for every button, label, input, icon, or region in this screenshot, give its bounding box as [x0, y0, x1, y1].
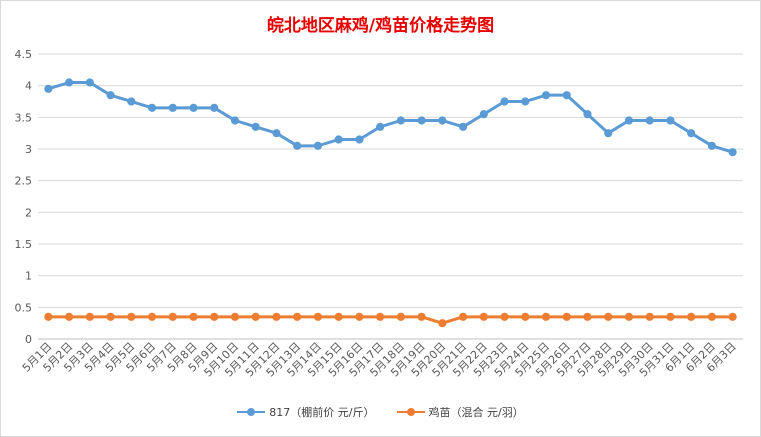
- data-point-0: [707, 141, 716, 150]
- data-point-1: [334, 312, 343, 321]
- data-point-0: [728, 148, 737, 157]
- data-point-0: [168, 103, 177, 112]
- data-point-0: [666, 116, 675, 125]
- data-point-0: [334, 135, 343, 144]
- data-point-1: [645, 312, 654, 321]
- data-point-0: [687, 129, 696, 138]
- y-tick-label: 2: [25, 206, 32, 219]
- series-line-1: [46, 315, 735, 325]
- legend-label-chick: 鸡苗（混合 元/羽）: [428, 406, 524, 419]
- y-tick-label: 0.5: [15, 301, 33, 314]
- data-point-1: [541, 312, 551, 321]
- data-point-1: [147, 312, 157, 321]
- y-tick-label: 3: [25, 143, 32, 156]
- data-point-1: [583, 312, 592, 321]
- data-point-1: [376, 312, 385, 321]
- data-point-1: [85, 312, 94, 321]
- data-point-0: [458, 122, 468, 131]
- y-tick-label: 1: [25, 270, 32, 283]
- data-point-1: [604, 312, 613, 321]
- data-point-0: [479, 110, 488, 119]
- data-point-1: [44, 312, 53, 321]
- series-line-0: [46, 81, 735, 154]
- y-tick-label: 4.5: [15, 48, 33, 61]
- data-point-1: [65, 312, 74, 321]
- data-point-1: [666, 312, 675, 321]
- data-point-0: [293, 141, 302, 150]
- data-point-1: [728, 312, 737, 321]
- data-point-0: [272, 129, 281, 138]
- data-point-1: [458, 312, 468, 321]
- legend-item-817: 817（棚前价 元/斤）: [237, 404, 375, 420]
- data-point-0: [624, 116, 634, 125]
- data-point-0: [583, 110, 592, 119]
- data-point-0: [65, 78, 74, 87]
- data-point-1: [230, 312, 240, 321]
- data-point-1: [272, 312, 281, 321]
- data-point-1: [417, 312, 426, 321]
- data-point-1: [106, 312, 115, 321]
- data-point-0: [562, 91, 571, 100]
- legend-swatch-chick: [396, 407, 425, 417]
- y-tick-label: 0: [25, 333, 32, 346]
- y-tick-label: 2.5: [15, 175, 33, 188]
- data-point-1: [189, 312, 198, 321]
- data-point-0: [438, 116, 447, 125]
- legend-label-817: 817（棚前价 元/斤）: [269, 406, 375, 419]
- data-point-0: [147, 103, 157, 112]
- data-point-1: [707, 312, 716, 321]
- data-point-1: [479, 312, 488, 321]
- legend-swatch-817: [237, 407, 266, 417]
- data-point-1: [521, 312, 530, 321]
- data-point-0: [604, 129, 613, 138]
- data-point-0: [521, 97, 530, 106]
- data-point-0: [355, 135, 364, 144]
- data-point-0: [396, 116, 405, 125]
- chart-legend: 817（棚前价 元/斤） 鸡苗（混合 元/羽）: [0, 404, 761, 420]
- data-point-1: [624, 312, 634, 321]
- y-tick-label: 3.5: [15, 111, 33, 124]
- data-point-0: [313, 141, 323, 150]
- data-point-0: [500, 97, 509, 106]
- chart-title: 皖北地区麻鸡/鸡苗价格走势图: [266, 16, 495, 36]
- data-point-0: [210, 103, 219, 112]
- data-point-0: [645, 116, 654, 125]
- data-point-1: [293, 312, 302, 321]
- data-point-1: [210, 312, 219, 321]
- y-tick-label: 4: [25, 80, 32, 93]
- data-point-1: [687, 312, 696, 321]
- data-point-1: [438, 319, 447, 328]
- data-point-0: [85, 78, 94, 87]
- data-point-1: [500, 312, 509, 321]
- data-point-1: [168, 312, 177, 321]
- data-point-1: [562, 312, 571, 321]
- data-point-0: [189, 103, 198, 112]
- data-point-1: [127, 312, 136, 321]
- data-point-0: [230, 116, 240, 125]
- data-point-0: [44, 84, 53, 93]
- data-point-1: [313, 312, 323, 321]
- data-point-0: [127, 97, 136, 106]
- data-point-0: [417, 116, 426, 125]
- data-point-1: [251, 312, 260, 321]
- data-point-1: [355, 312, 364, 321]
- data-point-0: [251, 122, 260, 131]
- data-point-0: [541, 91, 551, 100]
- data-point-1: [396, 312, 405, 321]
- y-tick-label: 1.5: [15, 238, 33, 251]
- data-point-0: [376, 122, 385, 131]
- legend-item-chick: 鸡苗（混合 元/羽）: [396, 404, 524, 420]
- data-point-0: [106, 91, 115, 100]
